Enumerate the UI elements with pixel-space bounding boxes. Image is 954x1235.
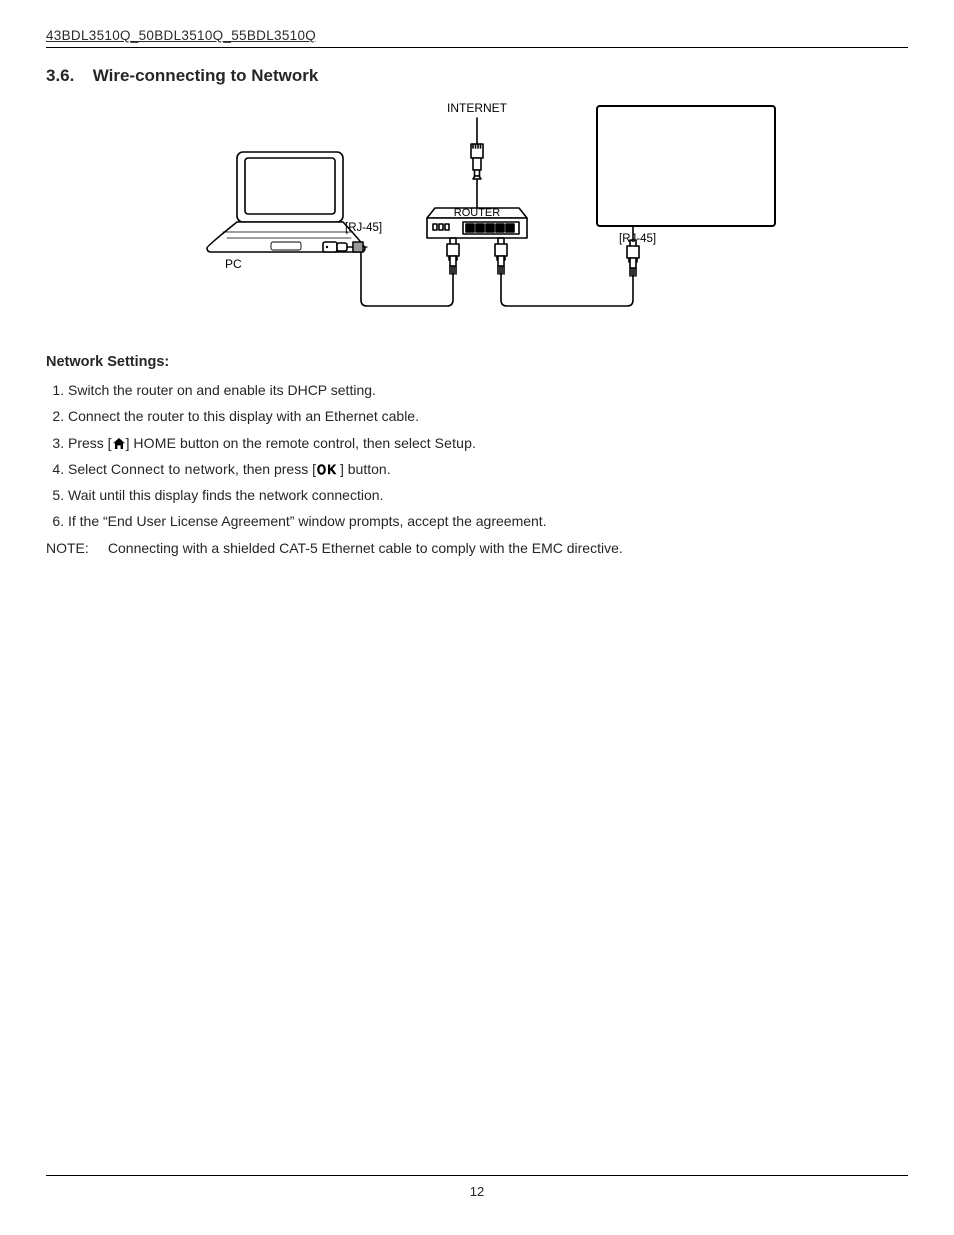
router-label: ROUTER: [454, 207, 501, 219]
step-item: If the “End User License Agreement” wind…: [68, 511, 908, 531]
section-title: Wire-connecting to Network: [93, 66, 319, 85]
section-number: 3.6.: [46, 66, 88, 86]
page-header: 43BDL3510Q_50BDL3510Q_55BDL3510Q: [46, 28, 908, 48]
dongle-icon: [323, 242, 363, 252]
internet-label: INTERNET: [447, 101, 508, 115]
network-diagram: INTERNET ROUTER: [167, 96, 787, 326]
note: NOTE: Connecting with a shielded CAT-5 E…: [46, 538, 908, 558]
pc-port-label: [RJ-45]: [345, 222, 382, 234]
step-item: Switch the router on and enable its DHCP…: [68, 380, 908, 400]
display-icon: [597, 106, 775, 226]
step-item: Connect the router to this display with …: [68, 406, 908, 426]
note-label: NOTE:: [46, 538, 104, 558]
ok-icon: [316, 463, 340, 476]
home-icon: [112, 437, 126, 450]
connect-label: Connect to network: [111, 461, 235, 477]
pc-label: PC: [225, 257, 242, 271]
step-item: Select Connect to network, then press []…: [68, 459, 908, 479]
setup-label: Setup: [435, 435, 473, 451]
laptop-icon: [207, 152, 365, 252]
step-item: Wait until this display finds the networ…: [68, 485, 908, 505]
page-number: 12: [470, 1184, 484, 1199]
page-footer: 12: [46, 1175, 908, 1199]
settings-steps: Switch the router on and enable its DHCP…: [46, 380, 908, 532]
settings-heading: Network Settings:: [46, 354, 908, 370]
model-numbers: 43BDL3510Q_50BDL3510Q_55BDL3510Q: [46, 28, 316, 43]
home-button-label: HOME: [133, 435, 176, 451]
rj45-plug-icon: [471, 144, 483, 179]
router-icon: ROUTER: [427, 207, 527, 238]
note-text: Connecting with a shielded CAT-5 Etherne…: [108, 540, 623, 556]
rj45-plug-icon: [447, 238, 459, 274]
diagram-svg: INTERNET ROUTER: [167, 96, 787, 326]
section-heading: 3.6. Wire-connecting to Network: [46, 66, 908, 86]
step-item: Press [] HOME button on the remote contr…: [68, 433, 908, 453]
rj45-plug-icon: [495, 238, 507, 274]
display-port-label: [RJ-45]: [619, 233, 656, 245]
rj45-plug-icon: [627, 240, 639, 276]
